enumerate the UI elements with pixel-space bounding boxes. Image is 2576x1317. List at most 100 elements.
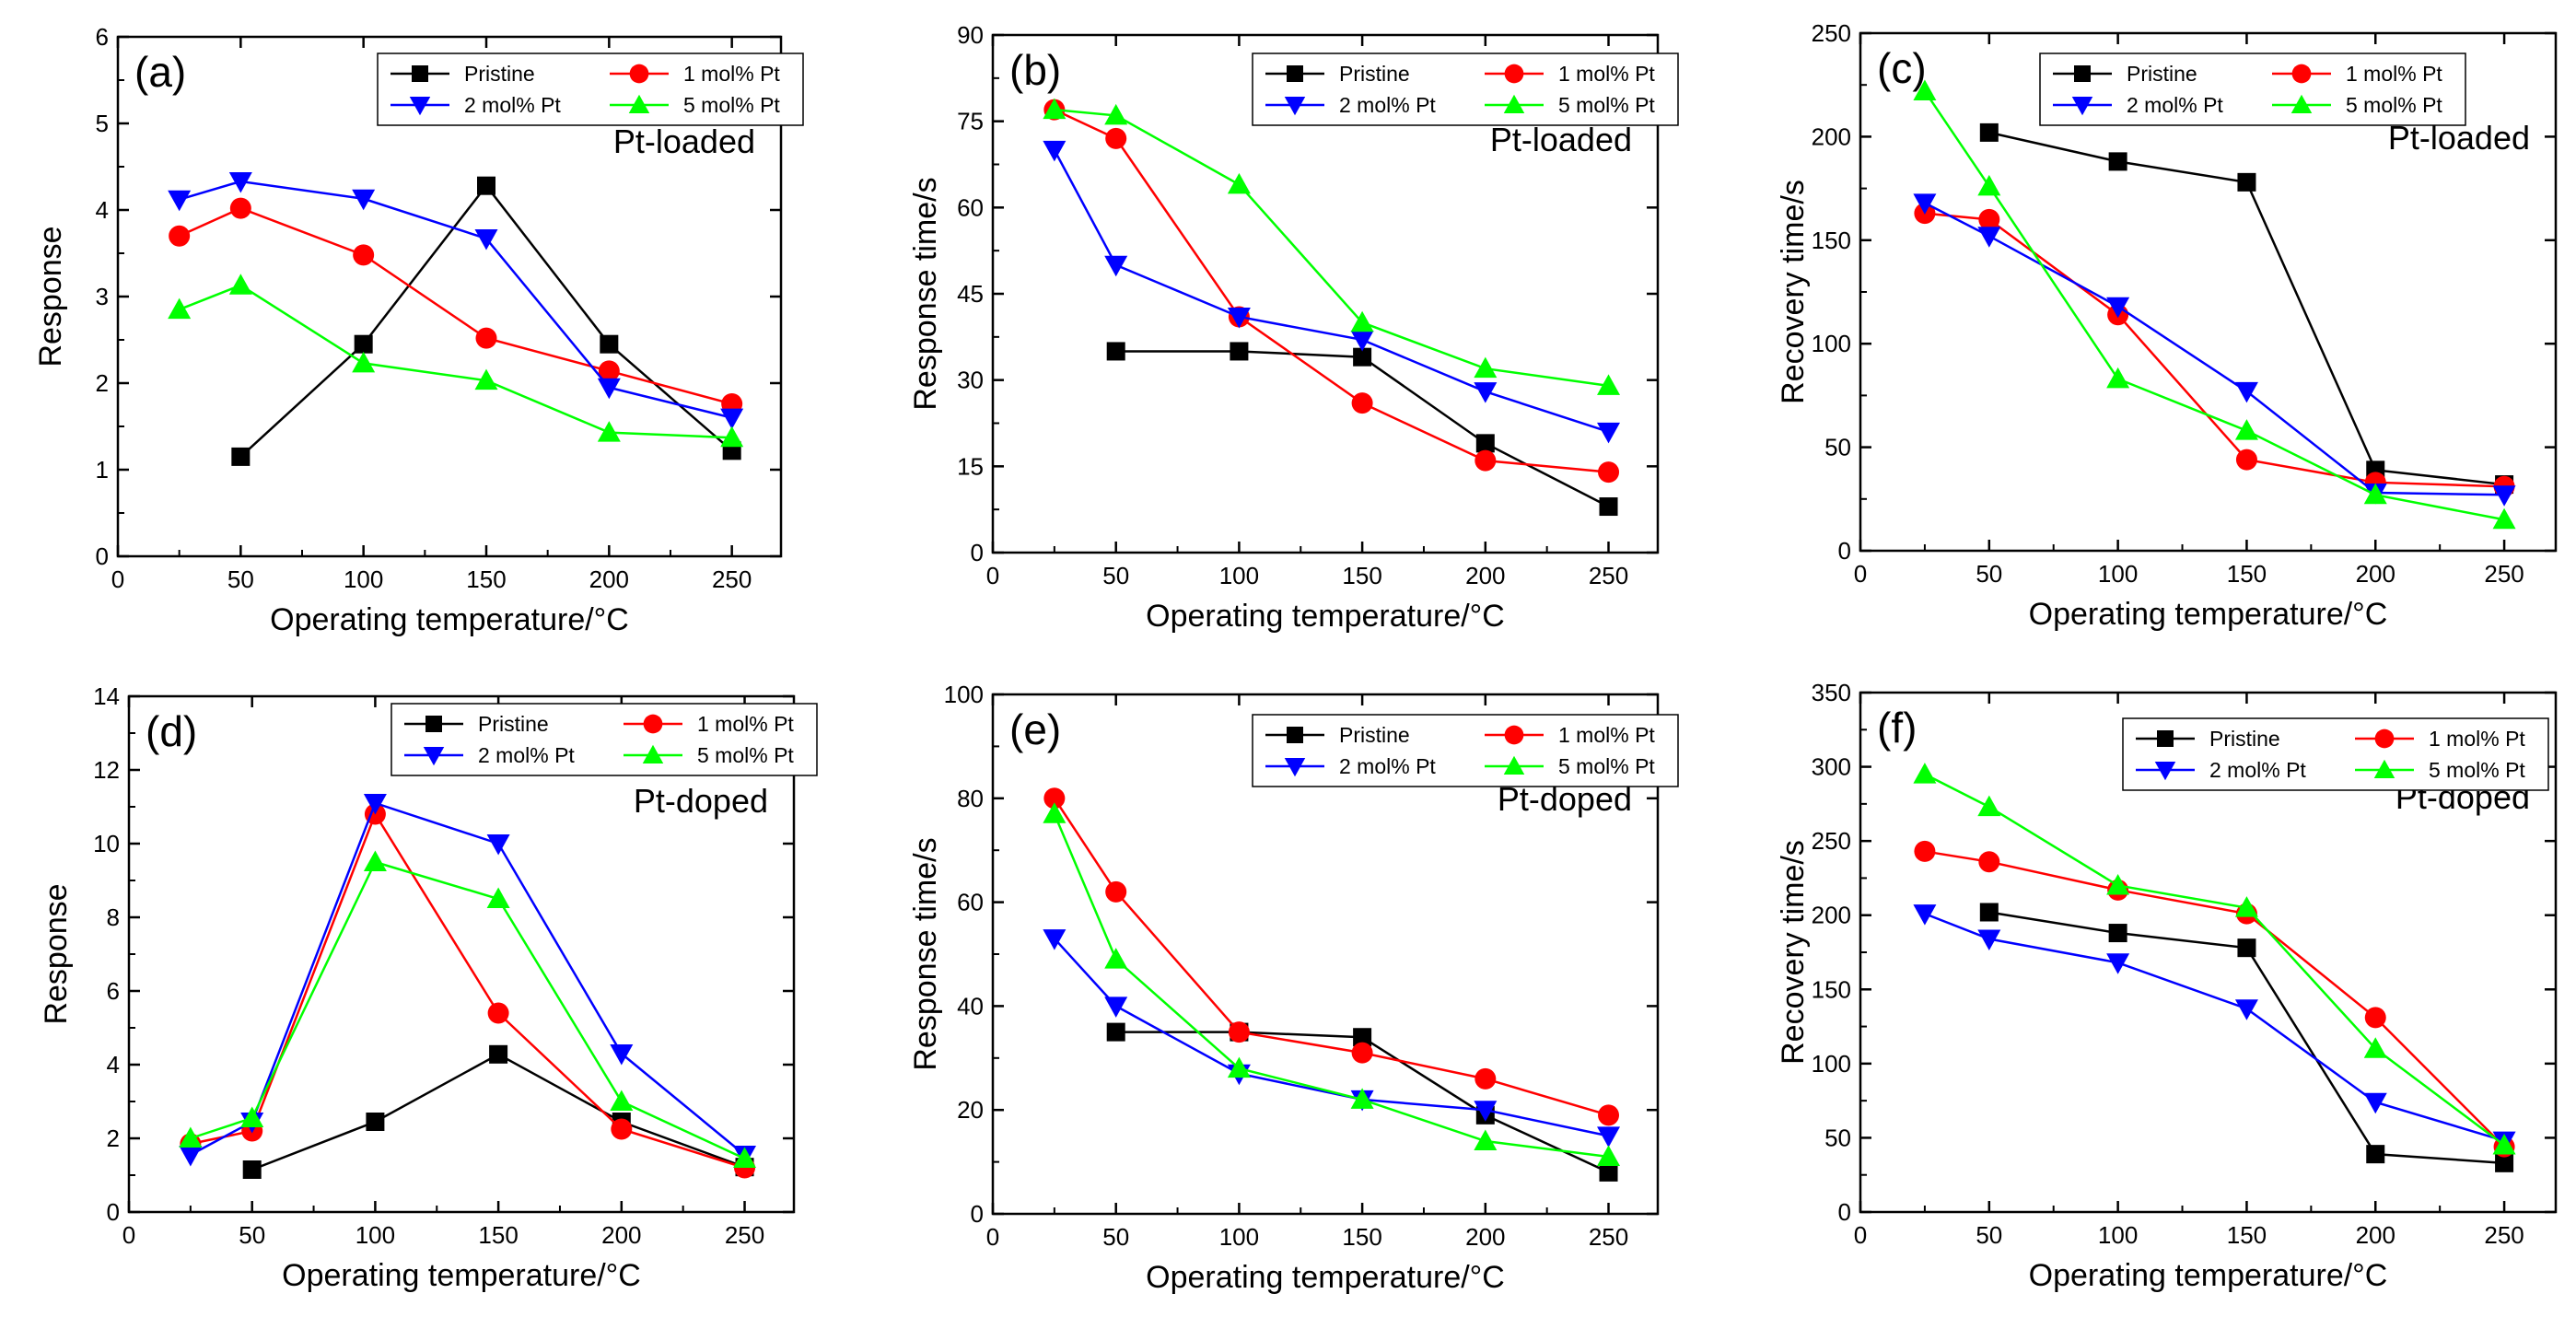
data-point	[1599, 1162, 1618, 1182]
data-point	[2363, 483, 2387, 505]
data-point	[168, 190, 192, 212]
data-point	[720, 425, 744, 448]
data-point	[1913, 763, 1937, 784]
y-tick-label: 0	[1838, 1198, 1851, 1226]
y-axis-title: Response time/s	[908, 177, 943, 410]
x-tick-label: 250	[712, 565, 752, 593]
data-point	[1227, 172, 1251, 194]
data-point	[486, 834, 510, 856]
data-point	[1350, 1088, 1374, 1109]
data-point	[1977, 795, 2001, 817]
data-point	[1228, 1021, 1250, 1043]
y-tick-label: 30	[957, 367, 984, 394]
series-line	[1053, 813, 1609, 1159]
legend-box	[2039, 52, 2466, 126]
data-point	[1043, 929, 1067, 950]
series-line	[1924, 773, 2505, 1147]
x-tick-label: 200	[2356, 1221, 2395, 1249]
chart-panel-e: 0 50 100 150 200 250 0 20 40 60 80 100 Operating tem…	[908, 681, 1679, 1295]
legend-label: Pristine	[1339, 62, 1410, 86]
y-tick-label: 1	[96, 456, 109, 484]
y-tick-label: 100	[1812, 330, 1851, 357]
series-line	[1924, 912, 2505, 1142]
panel-annotation: Pt-loaded	[1490, 121, 1632, 158]
data-point	[363, 794, 387, 815]
data-point	[1043, 802, 1067, 823]
data-point	[1043, 98, 1067, 120]
legend-marker	[628, 94, 650, 113]
y-axis-title: Response time/s	[908, 837, 943, 1070]
data-point	[240, 1106, 264, 1127]
y-tick-label: 6	[96, 23, 109, 51]
data-point	[1104, 996, 1128, 1018]
chart-panel-f: 0 50 100 150 200 250 0 50 100 150 200 250 300 350 Oper…	[1776, 679, 2558, 1293]
y-tick-label: 2	[96, 369, 109, 397]
x-tick-label: 50	[1976, 560, 2002, 588]
x-axis-title: Operating temperature/°C	[2029, 597, 2388, 632]
x-tick-label: 200	[2356, 560, 2395, 588]
data-point	[1474, 382, 1498, 403]
legend-marker	[2074, 65, 2091, 82]
legend: Pristine 1 mol% Pt 2 mol% Pt 5 mol% Pt	[1252, 714, 1679, 787]
data-point	[1977, 174, 2001, 196]
legend-label: 1 mol% Pt	[2429, 727, 2525, 751]
data-point	[610, 1044, 634, 1066]
x-tick-label: 250	[2484, 1221, 2524, 1249]
legend-label: 5 mol% Pt	[2429, 758, 2525, 782]
x-tick-label: 50	[227, 565, 254, 593]
y-tick-label: 40	[957, 992, 984, 1020]
panel-annotation: Pt-doped	[634, 782, 768, 820]
legend-marker	[2291, 64, 2312, 84]
data-point	[2234, 419, 2258, 440]
legend-label: 2 mol% Pt	[1339, 93, 1436, 117]
legend-marker	[1287, 65, 1303, 82]
chart-panel-c: 0 50 100 150 200 250 0 50 100 150 200 250 Operating …	[1776, 19, 2558, 632]
series-line	[190, 801, 746, 1157]
x-tick-label: 0	[986, 562, 999, 589]
data-point	[2106, 367, 2130, 389]
data-point	[475, 327, 497, 349]
data-point	[2492, 507, 2516, 530]
legend-label: Pristine	[1339, 723, 1410, 747]
panel-label: (e)	[1009, 705, 1061, 753]
x-tick-label: 150	[466, 565, 506, 593]
data-point	[1597, 1126, 1621, 1148]
data-point	[2106, 873, 2130, 895]
data-point	[1474, 449, 1497, 472]
legend-marker	[643, 714, 663, 734]
series-line	[239, 183, 733, 458]
panel-label: (b)	[1009, 46, 1061, 94]
data-point	[1104, 255, 1128, 277]
data-point	[477, 176, 495, 195]
data-point	[1914, 840, 1936, 862]
data-point	[733, 1147, 757, 1168]
panel-label: (a)	[134, 48, 186, 96]
x-tick-label: 100	[344, 565, 383, 593]
y-tick-label: 60	[957, 889, 984, 916]
y-tick-label: 0	[1838, 537, 1851, 565]
y-tick-label: 10	[93, 830, 120, 857]
y-tick-label: 150	[1812, 975, 1851, 1003]
legend-marker	[423, 747, 445, 766]
chart-panel-d: 0 50 100 150 200 250 0 2 4 6 8 10 12 14 Operating temp…	[39, 682, 818, 1293]
x-tick-label: 50	[1102, 562, 1129, 589]
x-tick-label: 150	[1342, 1223, 1381, 1251]
data-point	[474, 229, 498, 251]
y-axis-title: Response	[39, 883, 74, 1024]
legend-marker	[1503, 94, 1525, 113]
data-point	[1106, 1022, 1125, 1042]
x-tick-label: 0	[122, 1221, 135, 1249]
data-point	[2108, 152, 2127, 171]
data-point	[1597, 1145, 1621, 1166]
x-tick-label: 150	[2227, 1221, 2267, 1249]
y-tick-label: 90	[957, 21, 984, 49]
chart-panel-b: 0 50 100 150 200 250 0 15 30 45 60 75 90 Operating te…	[908, 21, 1679, 634]
legend-box	[2122, 717, 2549, 791]
y-axis-title: Recovery time/s	[1776, 180, 1811, 404]
series-line	[1923, 90, 2505, 521]
series-line	[190, 860, 746, 1160]
x-tick-label: 150	[478, 1221, 518, 1249]
legend-box	[377, 52, 804, 126]
y-tick-label: 0	[971, 539, 984, 566]
data-point	[1979, 903, 1999, 922]
